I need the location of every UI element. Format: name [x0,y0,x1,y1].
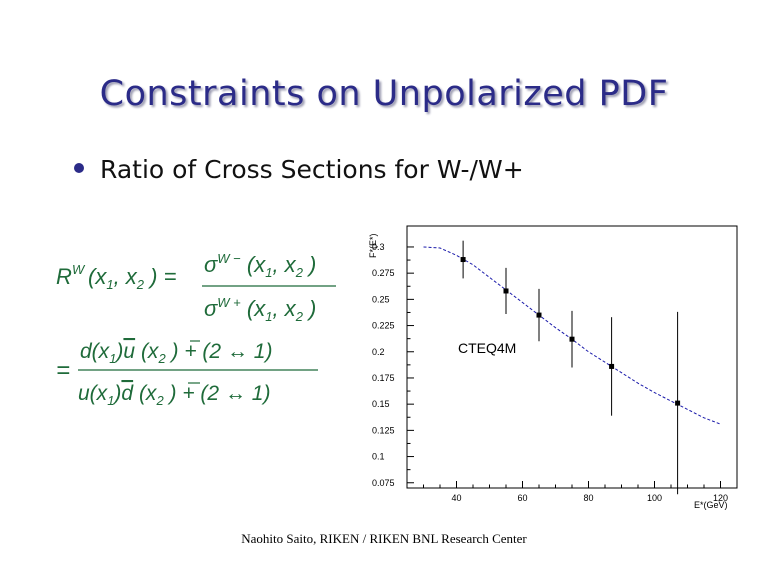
data-point [609,363,615,369]
bullet-text: Ratio of Cross Sections for W-/W+ [100,155,524,184]
data-point [569,336,575,342]
bullet-item: Ratio of Cross Sections for W-/W+ [74,155,524,184]
slide-title: Constraints on Unpolarized PDF [99,74,669,114]
eq-r-w: R [56,264,72,289]
x-tick-label: 80 [583,493,593,503]
y-tick-label: 0.2 [372,347,385,357]
eq-sup-w: W [72,262,86,277]
y-tick-label: 0.15 [372,399,390,409]
data-point [503,288,509,294]
bullet-icon [74,163,84,173]
data-point [675,400,681,406]
x-tick-label: 100 [647,493,662,503]
y-tick-label: 0.075 [372,478,395,488]
y-tick-label: 0.25 [372,294,390,304]
y-tick-label: 0.275 [372,268,395,278]
y-tick-label: 0.3 [372,242,385,252]
x-tick-label: 60 [517,493,527,503]
data-point [460,257,466,263]
x-tick-label: 40 [451,493,461,503]
eq-denominator: σW + (x1, x2 ) [204,295,316,324]
x-axis-label: E*(GeV) [694,500,728,510]
x-tick-label: 120 [713,493,728,503]
footer-credit: Naohito Saito, RIKEN / RIKEN BNL Researc… [241,531,527,546]
ratio-equation: R W (x1, x2 ) = σW − (x1, x2 ) σW + (x1,… [56,251,336,408]
y-tick-label: 0.175 [372,373,395,383]
y-tick-label: 0.1 [372,452,385,462]
y-tick-label: 0.125 [372,425,395,435]
y-axis-label: F*(E*) [368,233,378,258]
eq-args-left: (x1, x2 ) = [88,264,177,292]
curve-annotation: CTEQ4M [458,340,516,356]
data-point [536,312,542,318]
y-tick-label: 0.225 [372,321,395,331]
eq-equals: = [56,357,70,384]
